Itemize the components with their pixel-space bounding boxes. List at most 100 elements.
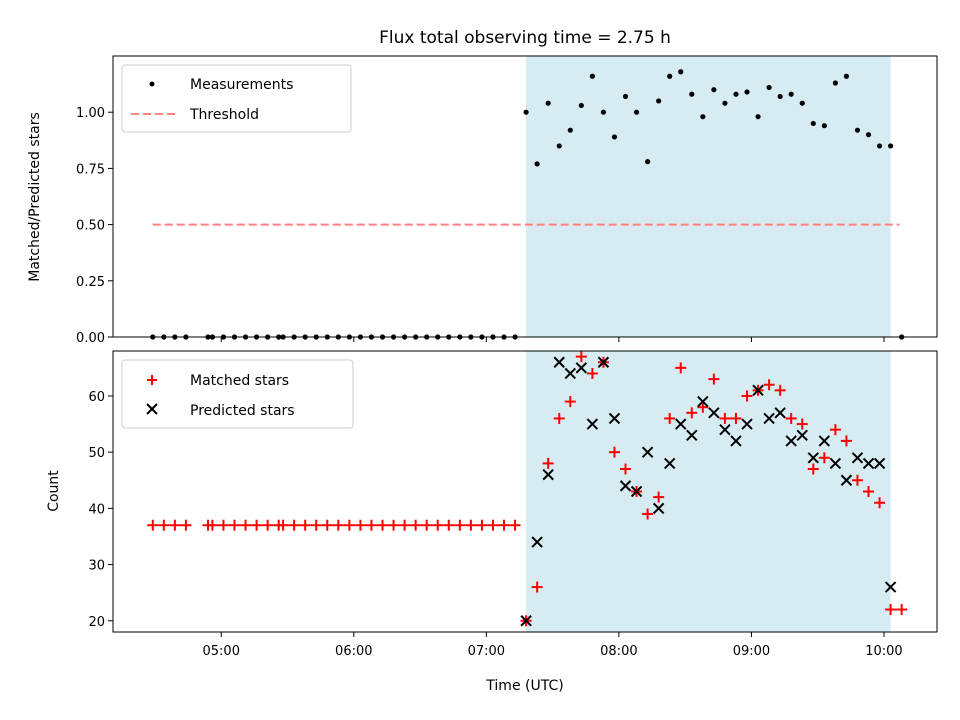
matched-star-point xyxy=(498,519,510,531)
measurement-point xyxy=(656,98,662,104)
predicted-star-point xyxy=(553,356,565,368)
top-y-tick-label: 0.50 xyxy=(76,219,105,234)
predicted-star-point xyxy=(840,474,853,486)
matched-star-point xyxy=(553,412,565,424)
top-legend-box xyxy=(121,64,352,133)
top-panel: 0.00 0.25 0.50 0.75 1.00 Matched/Predicted s… xyxy=(27,55,938,346)
x-tick-label: 09:00 xyxy=(733,644,770,659)
matched-star-point xyxy=(531,581,543,593)
predicted-star-point xyxy=(873,457,886,470)
predicted-star-point xyxy=(807,452,819,464)
predicted-star-point xyxy=(741,418,753,430)
matched-star-point xyxy=(785,412,797,424)
measurement-point xyxy=(777,93,783,100)
matched-star-point xyxy=(708,373,720,385)
top-y-tick-label: 1.00 xyxy=(76,106,105,121)
matched-star-point xyxy=(310,519,322,531)
matched-star-point xyxy=(443,519,455,531)
measurement-point xyxy=(788,91,794,97)
matched-star-point xyxy=(229,519,241,531)
predicted-star-point xyxy=(785,435,797,447)
measurement-point xyxy=(622,93,629,100)
predicted-star-point xyxy=(542,468,554,481)
matched-star-point xyxy=(277,519,289,531)
bottom-axes-frame xyxy=(112,350,938,633)
matched-star-point xyxy=(432,519,444,531)
measurement-point xyxy=(611,134,618,140)
bottom-y-ticks: 20 30 40 50 60 xyxy=(88,390,113,630)
matched-star-point xyxy=(575,351,587,363)
measurement-point xyxy=(799,100,805,106)
predicted-star-point xyxy=(730,435,742,447)
measurement-point xyxy=(600,109,607,115)
matched-star-point xyxy=(608,446,620,458)
predicted-star-point xyxy=(597,356,610,368)
bottom-legend-box xyxy=(121,359,354,429)
predicted-star-point xyxy=(686,429,698,442)
predicted-star-point xyxy=(663,457,676,470)
matched-star-point xyxy=(465,519,477,531)
measurement-point xyxy=(876,143,883,149)
bottom-points xyxy=(147,351,908,627)
matched-star-point xyxy=(332,519,344,531)
legend-threshold-label: Threshold xyxy=(189,107,259,123)
matched-star-point xyxy=(262,519,274,531)
matched-star-point xyxy=(818,452,830,464)
predicted-star-point xyxy=(641,446,654,458)
measurement-point xyxy=(854,127,861,133)
predicted-star-point xyxy=(796,429,808,442)
measurement-point xyxy=(556,143,562,149)
matched-star-point xyxy=(158,519,170,531)
bottom-y-tick-label: 20 xyxy=(88,615,105,630)
matched-star-point xyxy=(829,424,841,436)
matched-star-point xyxy=(564,396,576,408)
predicted-star-point xyxy=(752,384,764,397)
predicted-star-point xyxy=(884,581,897,593)
predicted-star-point xyxy=(619,480,632,492)
matched-star-point xyxy=(365,519,377,531)
predicted-star-point xyxy=(575,362,588,374)
predicted-star-point xyxy=(520,615,532,627)
predicted-star-point xyxy=(531,536,543,548)
matched-star-point xyxy=(796,418,808,430)
measurement-point xyxy=(689,91,695,97)
matched-star-point xyxy=(354,519,366,531)
predicted-star-point xyxy=(818,435,831,447)
matched-star-point xyxy=(180,519,192,531)
predicted-star-point xyxy=(851,452,864,464)
top-shaded-region xyxy=(526,56,891,337)
matched-star-point xyxy=(509,519,521,531)
predicted-star-point xyxy=(586,418,599,430)
matched-star-point xyxy=(321,519,333,531)
measurement-point xyxy=(711,87,717,93)
measurement-point xyxy=(766,84,772,91)
matched-star-point xyxy=(454,519,466,531)
bottom-y-tick-label: 30 xyxy=(88,559,105,574)
matched-star-point xyxy=(399,519,411,531)
predicted-star-point xyxy=(697,395,709,408)
top-y-tick-label: 0.00 xyxy=(76,331,105,346)
top-axes-frame xyxy=(112,55,938,338)
matched-star-point xyxy=(147,519,159,531)
predicted-star-point xyxy=(763,412,775,425)
matched-star-point xyxy=(476,519,488,531)
matched-star-point xyxy=(542,457,554,469)
measurement-point xyxy=(744,89,750,95)
bottom-legend: Matched stars Predicted stars xyxy=(121,359,354,429)
matched-star-point xyxy=(851,474,863,486)
measurement-point xyxy=(633,109,640,115)
bottom-panel: 20 30 40 50 60 05:00 06:00 07:00 08:00 09:00 10:0… xyxy=(46,350,938,694)
legend-matched-label: Matched stars xyxy=(190,373,289,389)
bottom-x-ticks: 05:00 06:00 07:00 08:00 09:00 10:00 xyxy=(203,632,903,659)
x-tick-label: 05:00 xyxy=(203,644,240,659)
matched-star-point xyxy=(487,519,499,531)
predicted-star-point xyxy=(564,367,576,380)
matched-star-point xyxy=(206,519,218,531)
top-y-tick-label: 0.75 xyxy=(76,162,105,177)
bottom-y-tick-label: 40 xyxy=(88,502,105,517)
measurement-point xyxy=(578,102,584,109)
matched-star-point xyxy=(421,519,433,531)
predicted-star-point xyxy=(652,502,665,515)
matched-star-point xyxy=(642,508,654,520)
